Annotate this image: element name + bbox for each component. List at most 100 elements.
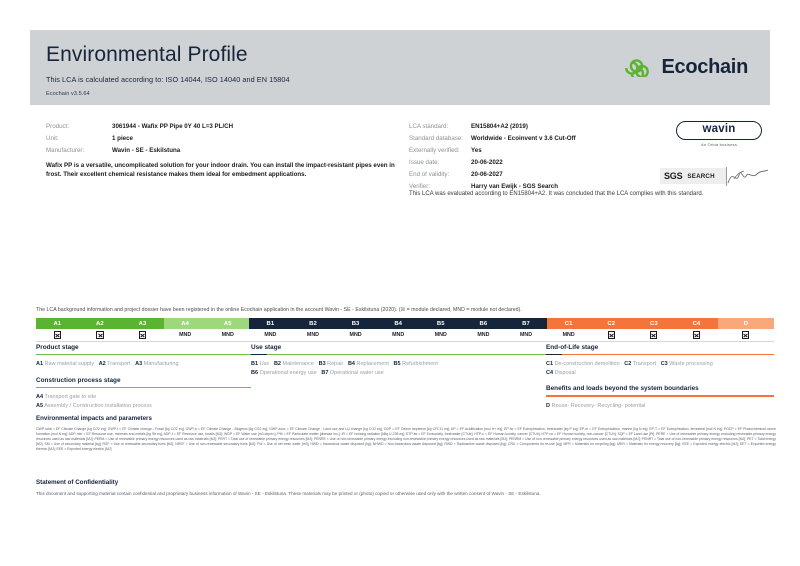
product-stage-title: Product stage <box>36 344 79 351</box>
sgs-search-logo: SGS SEARCH <box>660 167 769 188</box>
legend-column-product: Product stage A1 Raw material supply A2 … <box>36 344 251 410</box>
construction-stage-rule <box>36 386 251 389</box>
verifier-row: Verifier: Harry van Ewijk - SGS Search <box>409 181 649 193</box>
legend-item: D Reuse- Recovery- Recycling- potential <box>546 402 646 409</box>
product-description: Wafix PP is a versatile, uncomplicated s… <box>46 162 395 179</box>
module-column-b3: B3 MND <box>334 318 377 342</box>
declared-checkbox-icon <box>650 331 658 339</box>
sgs-badge: SGS SEARCH <box>660 168 726 184</box>
verifier-value: Harry van Ewijk - SGS Search <box>471 183 559 191</box>
eol-stage-items: C1 De-construction demolition C2 Transpo… <box>546 360 774 377</box>
module-header-a2: A2 <box>78 318 122 329</box>
module-status-b4: MND <box>376 329 420 342</box>
wavin-logo: wavin An Orbia business <box>676 121 762 147</box>
declared-checkbox-icon <box>692 331 701 339</box>
module-column-b4: B4 MND <box>376 318 420 342</box>
end-of-validity-label: End of validity: <box>409 171 450 179</box>
externally-verified-label: Externally verified: <box>409 147 460 155</box>
eol-stage-row-2: C4 Disposal <box>546 369 774 377</box>
sgs-wordmark: SGS <box>664 171 683 181</box>
legend-item: A4 Transport gate to site <box>36 394 97 401</box>
lca-standard-row: LCA standard: EN15804+A2 (2019) <box>409 121 649 133</box>
use-stage-row-1: B1 Use B2 Maintenance B3 Repair B4 Repla… <box>251 360 546 368</box>
infinity-icon <box>625 58 650 77</box>
product-info-block: Product: 3061944 - Wafix PP Pipe 0Y 40 L… <box>46 121 396 157</box>
declared-checkbox-icon <box>742 331 750 339</box>
module-declaration-table: A1 A2 A3 A4 MND A5 MND B1 MND B2 MND B3 MND B4 MND B5 MN… <box>36 318 774 342</box>
wavin-tagline: An Orbia business <box>700 142 738 147</box>
declared-checkbox-icon <box>96 331 104 339</box>
module-status-a3 <box>121 329 164 342</box>
module-status-d <box>717 329 774 342</box>
legend-column-eol: End-of-Life stage C1 De-construction dem… <box>546 344 774 410</box>
declared-checkbox-icon <box>607 331 615 339</box>
verification-note: This LCA was evaluated according to EN15… <box>409 191 704 197</box>
eol-stage-rule <box>546 354 774 356</box>
module-header-b2: B2 <box>291 318 335 329</box>
module-status-b1: MND <box>249 329 292 342</box>
legend-item: C1 De-construction demolition <box>546 361 620 368</box>
module-header-a4: A4 <box>163 318 207 329</box>
externally-verified-row: Externally verified: Yes <box>409 145 649 157</box>
legend-item: A2 Transport <box>98 361 131 368</box>
search-wordmark: SEARCH <box>687 172 715 180</box>
issue-date-value: 20-06-2022 <box>471 159 503 167</box>
sgs-divider <box>726 167 727 186</box>
module-status-c1: MND <box>547 329 590 342</box>
module-status-c3 <box>632 329 676 342</box>
module-header-a5: A5 <box>206 318 250 329</box>
declared-checkbox-icon <box>138 331 147 339</box>
legend-item: B6 Operational energy use <box>251 369 317 376</box>
module-header-b1: B1 <box>249 318 292 329</box>
impacts-title: Environmental impacts and parameters <box>36 415 152 422</box>
header-subtitle: This LCA is calculated according to: ISO… <box>46 75 290 85</box>
unit-value: 1 piece <box>112 135 133 143</box>
module-status-c4 <box>675 329 718 342</box>
product-row: Product: 3061944 - Wafix PP Pipe 0Y 40 L… <box>46 121 396 133</box>
product-label: Product: <box>46 123 70 130</box>
construction-stage-items: A4 Transport gate to site A5 Assembly / … <box>36 393 251 410</box>
module-header-b7: B7 <box>504 318 548 329</box>
confidentiality-body: This document and supporting material co… <box>36 491 541 496</box>
legend-item: C2 Transport <box>624 361 657 368</box>
issue-date-label: Issue date: <box>409 159 440 167</box>
module-column-c2: C2 <box>589 318 633 342</box>
module-column-a5: A5 MND <box>206 318 250 342</box>
page-title: Environmental Profile <box>46 43 248 66</box>
module-status-a2 <box>78 329 122 342</box>
module-header-a3: A3 <box>121 318 164 329</box>
module-header-d: D <box>717 318 774 329</box>
unit-label: Unit: <box>46 135 59 143</box>
use-stage-row-2: B6 Operational energy use B7 Operational… <box>251 369 546 377</box>
module-column-a3: A3 <box>121 318 164 342</box>
lca-standard-label: LCA standard: <box>409 123 449 130</box>
standard-database-row: Standard database: Worldwide - Ecoinvent… <box>409 133 649 145</box>
module-status-b2: MND <box>291 329 335 342</box>
module-column-b7: B7 MND <box>504 318 548 342</box>
lca-info-block: LCA standard: EN15804+A2 (2019) Standard… <box>409 121 649 194</box>
legend-item: C4 Disposal <box>546 369 576 376</box>
module-status-b5: MND <box>419 329 463 342</box>
module-column-b6: B6 MND <box>462 318 505 342</box>
module-column-b5: B5 MND <box>419 318 463 342</box>
use-stage-rule <box>251 354 546 356</box>
benefits-stage-items: D Reuse- Recovery- Recycling- potential <box>546 402 774 410</box>
module-column-c3: C3 <box>632 318 676 342</box>
module-header-b4: B4 <box>376 318 420 329</box>
impacts-abbreviations: GWP-total = EF Climate Change [kg CO2 eq… <box>36 427 776 452</box>
legend-item: B3 Repair <box>318 361 344 368</box>
product-value: 3061944 - Wafix PP Pipe 0Y 40 L=3 PL/CH <box>112 123 234 130</box>
product-stage-rule <box>36 354 251 356</box>
module-column-c4: C4 <box>675 318 718 342</box>
issue-date-row: Issue date: 20-06-2022 <box>409 157 649 169</box>
registration-note: The LCA background information and proje… <box>36 307 522 313</box>
module-column-b1: B1 MND <box>249 318 292 342</box>
end-of-validity-value: 20-06-2027 <box>471 171 503 179</box>
signature-icon <box>727 169 769 184</box>
construction-stage-title: Construction process stage <box>36 376 121 384</box>
manufacturer-value: Wavin - SE - Eskilstuna <box>112 147 181 155</box>
eol-stage-row-1: C1 De-construction demolition C2 Transpo… <box>546 360 774 368</box>
legend-item: B5 Refurbishment <box>393 361 438 368</box>
legend-item: A1 Raw material supply <box>36 361 95 368</box>
